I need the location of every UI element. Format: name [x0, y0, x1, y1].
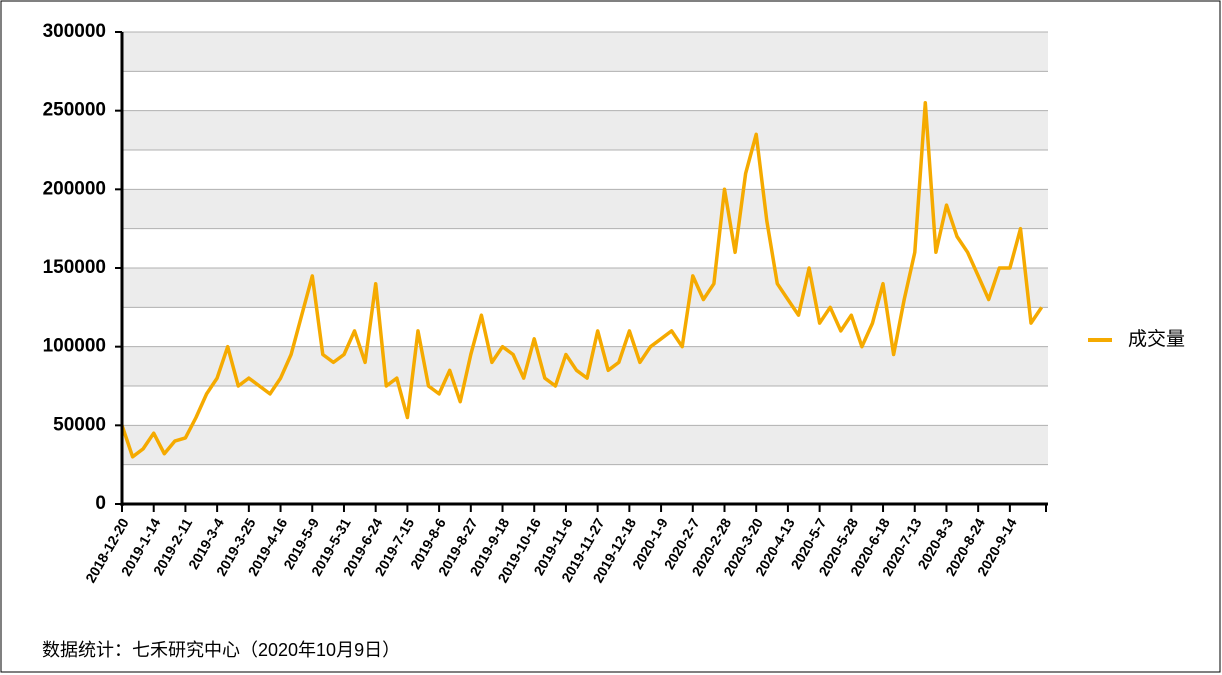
grid-band — [122, 110, 1048, 150]
data-line — [120, 101, 1044, 459]
grid-band — [122, 32, 1048, 72]
grid-band — [122, 268, 1048, 308]
y-tick-label: 300000 — [43, 21, 106, 42]
source-note: 数据统计：七禾研究中心（2020年10月9日） — [42, 640, 400, 660]
plot — [120, 101, 1044, 459]
legend-label: 成交量 — [1128, 328, 1185, 350]
y-tick-label: 250000 — [43, 100, 106, 121]
y-tick-label: 100000 — [43, 336, 106, 357]
y-tick-label: 150000 — [43, 257, 106, 278]
grid-band — [122, 346, 1048, 386]
y-tick-label: 0 — [95, 493, 106, 514]
y-tick-label: 200000 — [43, 178, 106, 199]
grid-band — [122, 425, 1048, 465]
y-tick-label: 50000 — [53, 414, 106, 435]
grid-band — [122, 189, 1048, 229]
